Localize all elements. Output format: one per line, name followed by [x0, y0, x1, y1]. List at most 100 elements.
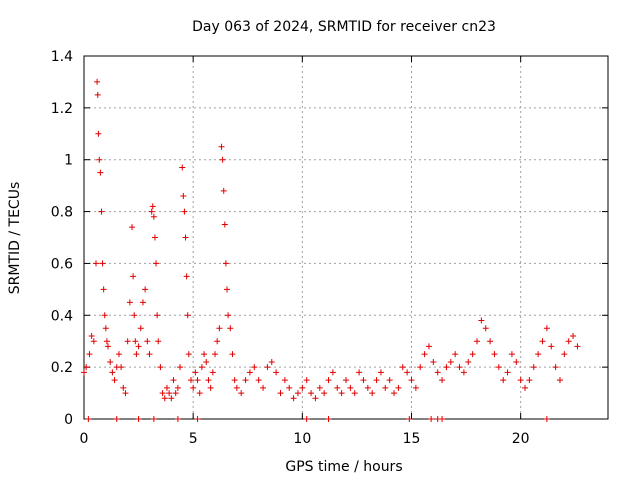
data-point	[198, 364, 205, 371]
data-point	[132, 338, 139, 345]
data-point	[543, 416, 550, 422]
data-point	[425, 343, 432, 350]
data-point	[100, 286, 107, 293]
data-point	[225, 312, 232, 319]
data-point	[201, 351, 208, 358]
data-point	[430, 358, 437, 365]
y-tick-label: 0.2	[51, 360, 73, 376]
data-point	[122, 390, 129, 397]
data-point	[133, 351, 140, 358]
data-point	[373, 377, 380, 384]
data-point	[149, 203, 156, 210]
y-tick-label: 1.2	[51, 101, 73, 117]
data-point	[356, 369, 363, 376]
data-point	[118, 364, 125, 371]
y-tick-label: 0.4	[51, 308, 73, 324]
data-point	[369, 390, 376, 397]
data-point	[185, 351, 192, 358]
data-point	[364, 384, 371, 391]
data-point	[491, 351, 498, 358]
y-tick-label: 0.8	[51, 205, 73, 221]
data-point	[329, 369, 336, 376]
data-point	[174, 416, 181, 422]
data-point	[513, 358, 520, 365]
data-point	[99, 260, 106, 267]
data-point	[495, 364, 502, 371]
data-point	[218, 143, 225, 150]
data-point	[98, 208, 105, 215]
data-point	[351, 390, 358, 397]
data-point	[325, 377, 332, 384]
data-point	[166, 390, 173, 397]
data-point	[219, 156, 226, 163]
data-point	[294, 390, 301, 397]
data-point	[231, 377, 238, 384]
x-tick-label: 5	[189, 431, 198, 447]
data-point	[179, 164, 186, 171]
data-point	[168, 395, 175, 402]
data-point	[182, 234, 189, 241]
data-point	[255, 377, 262, 384]
data-point	[170, 377, 177, 384]
data-point	[93, 260, 100, 267]
data-point	[447, 358, 454, 365]
data-point	[113, 416, 120, 422]
data-point	[290, 395, 297, 402]
data-point	[157, 364, 164, 371]
data-point	[439, 377, 446, 384]
data-point	[180, 193, 187, 200]
data-point	[421, 351, 428, 358]
data-point	[137, 325, 144, 332]
data-point	[391, 390, 398, 397]
y-tick-label: 0	[64, 412, 73, 428]
y-axis-label: SRMTID / TECUs	[7, 182, 23, 295]
data-point	[395, 384, 402, 391]
data-point	[224, 286, 231, 293]
data-point	[308, 390, 315, 397]
data-point	[109, 369, 116, 376]
data-point	[303, 377, 310, 384]
data-point	[428, 416, 435, 422]
data-point	[194, 416, 201, 422]
data-point	[522, 384, 529, 391]
data-point	[281, 377, 288, 384]
data-point	[214, 338, 221, 345]
data-point	[216, 325, 223, 332]
data-point	[227, 325, 234, 332]
data-point	[574, 343, 581, 350]
data-point	[148, 208, 155, 215]
data-point	[377, 369, 384, 376]
data-point	[543, 325, 550, 332]
data-point	[277, 390, 284, 397]
data-point	[181, 208, 188, 215]
data-point	[174, 384, 181, 391]
y-tick-label: 1	[64, 153, 73, 169]
data-point	[96, 156, 103, 163]
data-point	[153, 260, 160, 267]
data-point	[412, 384, 419, 391]
data-point	[399, 364, 406, 371]
data-point	[408, 377, 415, 384]
data-point	[129, 224, 136, 231]
data-point	[105, 343, 112, 350]
data-point	[460, 369, 467, 376]
data-point	[124, 338, 131, 345]
data-point	[102, 325, 109, 332]
x-tick-label: 0	[80, 431, 89, 447]
data-point	[299, 384, 306, 391]
data-point	[142, 286, 149, 293]
data-point	[535, 351, 542, 358]
data-point	[539, 338, 546, 345]
data-point	[456, 364, 463, 371]
data-point	[338, 390, 345, 397]
data-point	[439, 416, 446, 422]
data-point	[130, 273, 137, 280]
data-point	[443, 364, 450, 371]
data-point	[95, 130, 102, 137]
data-point	[260, 384, 267, 391]
data-points	[81, 78, 581, 422]
data-point	[107, 358, 114, 365]
data-point	[312, 395, 319, 402]
data-point	[151, 234, 158, 241]
